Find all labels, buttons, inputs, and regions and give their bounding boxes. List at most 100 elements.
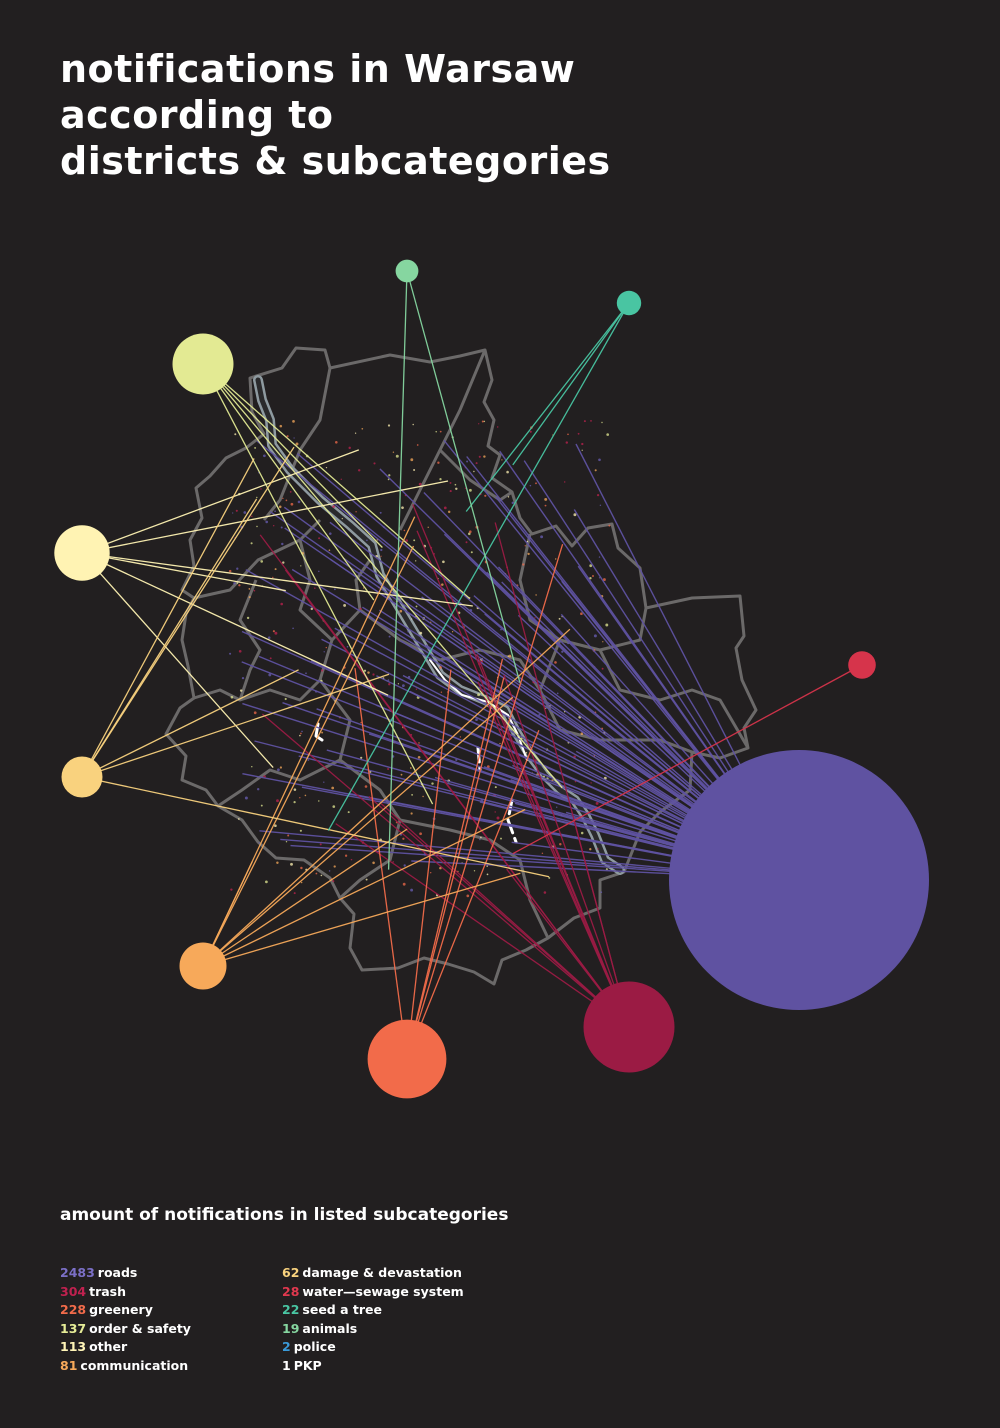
connection-line-damage-devastation [81,446,295,778]
notification-dot [478,423,480,425]
notification-dot [328,870,331,872]
notification-dot [526,540,529,543]
notification-dot [246,616,250,620]
notification-dot [402,882,406,886]
district-boundary-8 [598,649,750,749]
connection-line-greenery [406,544,564,1060]
notification-dot [343,603,347,607]
connection-line-communication [202,828,408,967]
legend-label: police [293,1339,336,1354]
notification-dot [397,683,400,685]
notification-dot [556,806,558,808]
notification-dot [260,804,263,807]
notification-dot [403,864,406,867]
notification-dot [592,575,594,577]
notification-dot [304,794,307,797]
notification-dot [314,587,316,589]
notification-dot [451,631,454,633]
notification-dot [229,652,232,655]
notification-dot [499,742,501,745]
node-trash [583,981,675,1073]
notification-dot [347,811,350,814]
notification-dot [464,487,467,490]
legend-label: water—sewage system [302,1283,464,1299]
notification-dot [281,542,284,546]
legend-label: roads [97,1265,138,1280]
notification-dot [437,461,440,464]
district-map [164,346,758,986]
connection-line-order-safety [202,363,383,548]
notification-dot [540,535,544,539]
legend-count: 81 [60,1357,78,1373]
connection-line-communication [202,808,526,967]
notification-dot [409,767,412,769]
notification-dot [556,692,559,695]
notification-dot [380,555,382,557]
notification-dot [496,816,500,820]
notification-dot [581,442,584,446]
notification-dot [427,526,429,528]
connection-line-damage-devastation [81,673,390,778]
notification-dot [494,786,497,789]
legend-item-damage-devastation: 62 damage & devastation [282,1264,464,1283]
node-greenery [367,1019,447,1099]
notification-dot [574,780,577,783]
notification-dot [299,797,301,799]
notification-dot [403,529,406,532]
connection-line-order-safety [202,363,471,600]
notification-dot [422,795,424,798]
notification-dot [253,711,257,715]
district-boundary-14 [359,608,542,691]
notification-dot [257,788,260,791]
node-seed-a-tree [616,290,642,316]
notification-dot [577,432,580,435]
notification-dot [268,673,272,677]
notification-dot [256,496,258,499]
notification-dot [598,458,601,462]
notification-dot [279,424,283,428]
connection-line-other [81,552,473,607]
notification-dot [300,732,302,735]
node-order-safety [172,333,234,395]
connection-line-communication [202,545,415,967]
legend-item-water-sewage: 28 water—sewage system [282,1283,464,1302]
notification-dot [254,446,257,449]
notification-dot [417,755,421,759]
notification-dot [473,470,475,473]
notification-dot [310,607,314,611]
notification-dot [508,654,512,658]
connection-line-damage-devastation [81,458,255,778]
notification-dot [366,539,368,542]
legend-item-trash: 304 trash [60,1283,191,1302]
notification-dot [248,587,251,590]
notification-dot [360,756,363,759]
legend-column-right: 62 damage & devastation 28 water—sewage sy… [282,1264,464,1375]
connection-line-seed-a-tree [465,302,630,512]
notification-dot [319,843,322,846]
notification-dot [325,466,328,469]
notification-dot [545,707,547,710]
notification-dot [500,837,502,840]
legend-label: other [89,1339,128,1354]
notification-dot [230,695,234,699]
notification-dot [388,635,391,638]
notification-dot [418,482,422,486]
notification-dot [331,786,335,790]
notification-dot [501,459,503,461]
notification-dot [580,831,584,835]
district-boundary-6 [399,818,550,939]
notification-dot [590,782,592,784]
notification-dot [475,718,478,722]
notification-dot [235,509,238,512]
legend-count: 28 [282,1283,300,1299]
notification-dot [372,673,375,676]
notification-dot [387,478,390,481]
notification-dot [392,451,395,453]
notification-dot [529,430,532,433]
connection-line-other [81,552,274,769]
notification-dot [447,510,451,514]
notification-dot [300,881,303,884]
legend-count: 304 [60,1283,87,1299]
connection-line-greenery [406,729,540,1060]
notification-dot [399,609,403,613]
